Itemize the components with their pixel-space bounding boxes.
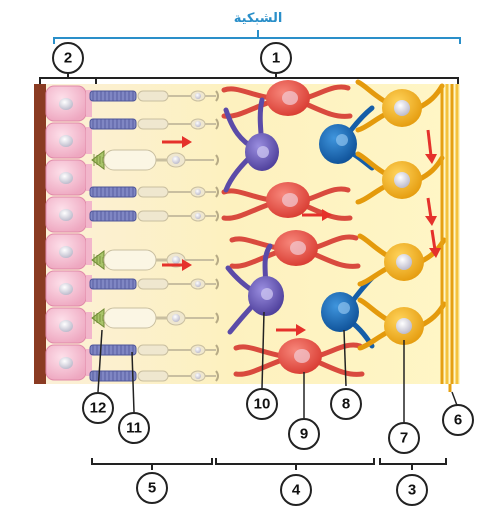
cone-cell bbox=[91, 149, 219, 171]
signal-direction-arrows bbox=[162, 129, 441, 336]
svg-text:10: 10 bbox=[254, 396, 271, 413]
pigment-cell bbox=[45, 122, 92, 159]
number-label: 8 bbox=[330, 388, 362, 420]
bipolar-cell bbox=[233, 338, 365, 377]
amacrine-cell bbox=[319, 105, 375, 171]
signal-arrow bbox=[162, 136, 192, 148]
leader-lines bbox=[97, 311, 459, 422]
bracket-4 bbox=[215, 458, 375, 470]
pigment-cell bbox=[45, 270, 92, 307]
number-label: 12 bbox=[82, 392, 114, 424]
signal-arrow bbox=[162, 259, 192, 271]
cone-cell bbox=[91, 307, 219, 329]
horizontal-cell bbox=[223, 97, 279, 193]
pigment-epithelium bbox=[45, 85, 92, 381]
rod-cell bbox=[89, 278, 219, 290]
svg-text:8: 8 bbox=[342, 396, 350, 413]
bipolar-cell bbox=[221, 182, 353, 221]
svg-text:12: 12 bbox=[90, 400, 107, 417]
rod-cell bbox=[89, 210, 219, 222]
diagram-title: الشبكية bbox=[234, 11, 283, 26]
ganglion-cell-layer bbox=[355, 79, 447, 351]
number-label: 5 bbox=[136, 472, 168, 504]
bracket-3 bbox=[379, 458, 447, 470]
rod-cell bbox=[89, 344, 219, 356]
svg-text:4: 4 bbox=[292, 482, 301, 499]
svg-text:5: 5 bbox=[148, 480, 156, 497]
rod-cell bbox=[89, 90, 219, 102]
number-label: 1 bbox=[260, 42, 292, 74]
svg-text:2: 2 bbox=[64, 50, 72, 67]
bipolar-cell bbox=[229, 230, 361, 269]
svg-text:7: 7 bbox=[400, 430, 408, 447]
ganglion-cell bbox=[355, 151, 445, 205]
number-label: 2 bbox=[52, 42, 84, 74]
number-label: 6 bbox=[442, 404, 474, 436]
svg-text:11: 11 bbox=[126, 420, 142, 437]
number-label: 7 bbox=[388, 422, 420, 454]
bracket-5 bbox=[91, 458, 213, 470]
choroid-layer bbox=[34, 84, 46, 384]
number-label: 10 bbox=[246, 388, 278, 420]
cone-cell bbox=[91, 249, 219, 271]
pigment-cell bbox=[45, 196, 92, 233]
rod-cell bbox=[89, 186, 219, 198]
svg-text:3: 3 bbox=[408, 482, 416, 499]
rod-cell bbox=[89, 118, 219, 130]
signal-arrow bbox=[425, 129, 437, 164]
optic-nerve-fibers bbox=[440, 84, 459, 392]
signal-arrow bbox=[425, 197, 437, 226]
pigment-cell bbox=[45, 307, 92, 344]
number-label: 11 bbox=[118, 412, 150, 444]
svg-text:9: 9 bbox=[300, 426, 308, 443]
pigment-cell bbox=[45, 159, 92, 196]
bipolar-cell-layer bbox=[221, 80, 365, 377]
svg-text:1: 1 bbox=[272, 50, 280, 67]
pigment-cell bbox=[45, 344, 92, 381]
number-label: 3 bbox=[396, 474, 428, 506]
svg-text:6: 6 bbox=[454, 412, 462, 429]
ganglion-cell bbox=[355, 79, 445, 133]
signal-arrow bbox=[429, 229, 441, 258]
signal-arrow bbox=[302, 209, 332, 221]
number-label: 9 bbox=[288, 418, 320, 450]
signal-arrow bbox=[276, 324, 306, 336]
rod-cell bbox=[89, 370, 219, 382]
bipolar-cell bbox=[221, 80, 353, 119]
pigment-cell bbox=[45, 85, 92, 122]
pigment-cell bbox=[45, 233, 92, 270]
title-bracket bbox=[53, 30, 461, 44]
number-label: 4 bbox=[280, 474, 312, 506]
horizontal-cell bbox=[225, 243, 284, 335]
